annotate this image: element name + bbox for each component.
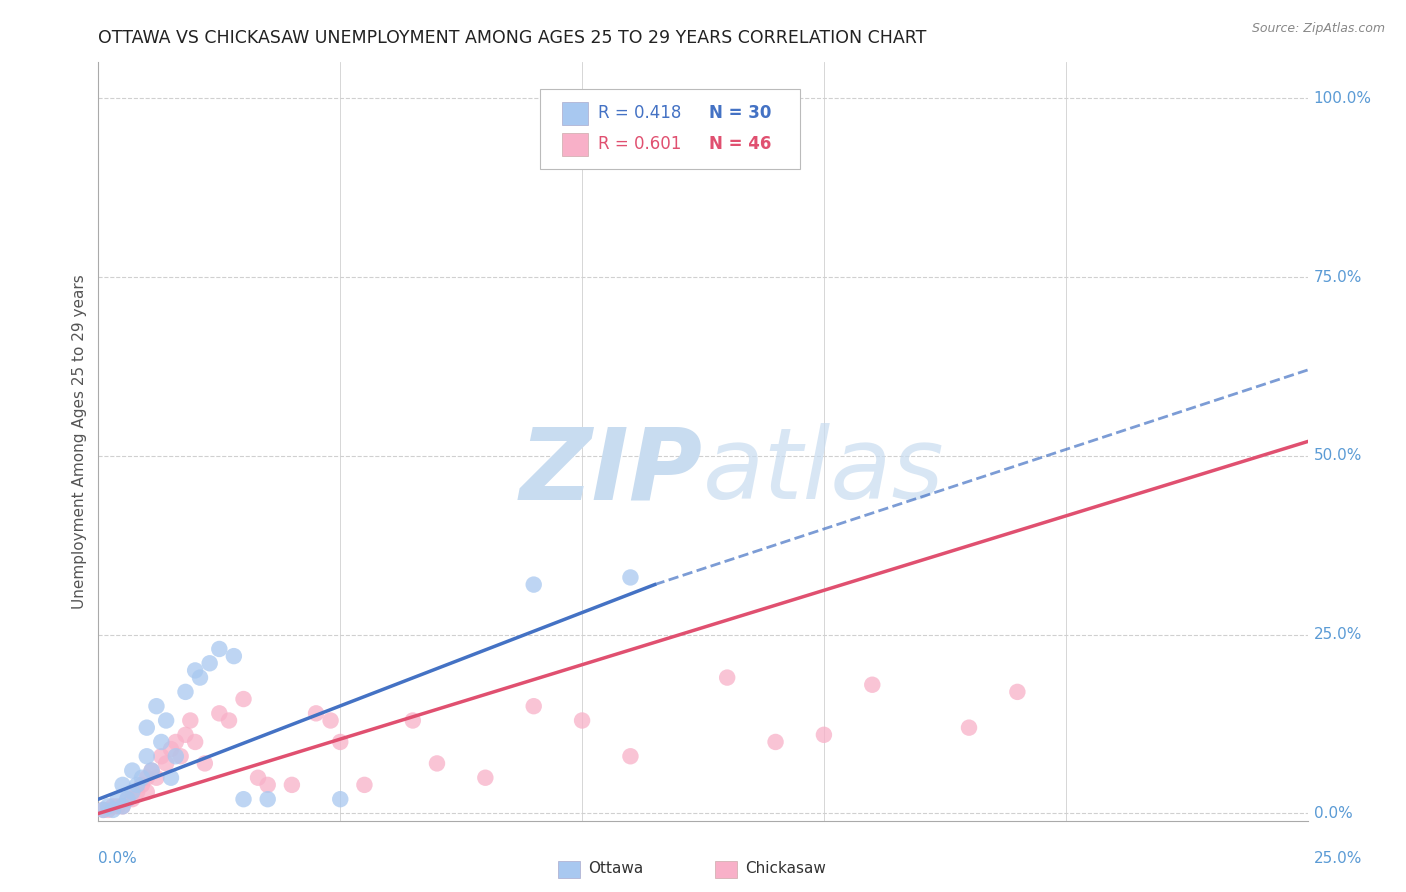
Text: 0.0%: 0.0% xyxy=(98,851,138,866)
Text: 25.0%: 25.0% xyxy=(1313,851,1362,866)
Point xyxy=(155,714,177,728)
Point xyxy=(1007,685,1029,699)
Point xyxy=(218,714,240,728)
Point xyxy=(523,577,546,591)
Text: R = 0.601: R = 0.601 xyxy=(598,136,681,153)
FancyBboxPatch shape xyxy=(558,861,579,878)
Point xyxy=(174,685,197,699)
Point xyxy=(184,664,207,678)
Text: N = 30: N = 30 xyxy=(709,104,772,122)
Point xyxy=(111,799,134,814)
Point xyxy=(619,570,641,584)
Point xyxy=(91,803,114,817)
Point xyxy=(107,792,129,806)
Point xyxy=(135,785,157,799)
Text: Source: ZipAtlas.com: Source: ZipAtlas.com xyxy=(1251,22,1385,36)
Point xyxy=(402,714,425,728)
Point xyxy=(111,778,134,792)
Point xyxy=(329,792,352,806)
Point xyxy=(145,699,167,714)
Point xyxy=(127,785,149,799)
Point xyxy=(165,735,187,749)
Point xyxy=(319,714,342,728)
Point xyxy=(474,771,496,785)
Text: OTTAWA VS CHICKASAW UNEMPLOYMENT AMONG AGES 25 TO 29 YEARS CORRELATION CHART: OTTAWA VS CHICKASAW UNEMPLOYMENT AMONG A… xyxy=(98,29,927,47)
Point xyxy=(97,803,120,817)
Text: 100.0%: 100.0% xyxy=(1313,91,1372,106)
Point xyxy=(117,792,139,806)
Point xyxy=(135,721,157,735)
Text: 0.0%: 0.0% xyxy=(1313,806,1353,821)
FancyBboxPatch shape xyxy=(561,133,588,156)
Point xyxy=(716,671,738,685)
Point xyxy=(141,764,163,778)
Point xyxy=(179,714,201,728)
Point xyxy=(101,799,124,814)
Point xyxy=(160,742,183,756)
Point xyxy=(91,803,114,817)
Text: Ottawa: Ottawa xyxy=(588,861,644,876)
FancyBboxPatch shape xyxy=(716,861,737,878)
FancyBboxPatch shape xyxy=(540,89,800,169)
Point xyxy=(111,799,134,814)
Point xyxy=(150,749,173,764)
Point xyxy=(169,749,191,764)
Point xyxy=(155,756,177,771)
Point xyxy=(957,721,980,735)
Point xyxy=(619,749,641,764)
Point xyxy=(198,657,221,671)
Text: N = 46: N = 46 xyxy=(709,136,772,153)
Point xyxy=(188,671,211,685)
Point xyxy=(305,706,328,721)
Point xyxy=(160,771,183,785)
Point xyxy=(256,778,278,792)
Text: 50.0%: 50.0% xyxy=(1313,449,1362,463)
Y-axis label: Unemployment Among Ages 25 to 29 years: Unemployment Among Ages 25 to 29 years xyxy=(72,274,87,609)
Point xyxy=(208,642,231,657)
Point xyxy=(117,792,139,806)
Point xyxy=(765,735,787,749)
Point xyxy=(184,735,207,749)
Point xyxy=(145,771,167,785)
Point xyxy=(232,692,254,706)
Point xyxy=(121,792,143,806)
Text: ZIP: ZIP xyxy=(520,424,703,520)
Point xyxy=(101,803,124,817)
Point xyxy=(222,649,245,664)
FancyBboxPatch shape xyxy=(561,102,588,125)
Point xyxy=(353,778,375,792)
Point xyxy=(256,792,278,806)
Text: 25.0%: 25.0% xyxy=(1313,627,1362,642)
Point xyxy=(813,728,835,742)
Point xyxy=(97,799,120,814)
Point xyxy=(232,792,254,806)
Point xyxy=(165,749,187,764)
Point xyxy=(208,706,231,721)
Text: Chickasaw: Chickasaw xyxy=(745,861,827,876)
Point xyxy=(329,735,352,749)
Point xyxy=(135,749,157,764)
Text: R = 0.418: R = 0.418 xyxy=(598,104,681,122)
Point xyxy=(107,799,129,814)
Point xyxy=(150,735,173,749)
Point xyxy=(860,678,883,692)
Point xyxy=(131,778,153,792)
Text: 75.0%: 75.0% xyxy=(1313,269,1362,285)
Point xyxy=(135,771,157,785)
Point xyxy=(571,714,593,728)
Point xyxy=(174,728,197,742)
Point xyxy=(281,778,304,792)
Point xyxy=(127,778,149,792)
Point xyxy=(121,785,143,799)
Point xyxy=(426,756,449,771)
Point xyxy=(247,771,270,785)
Point xyxy=(141,764,163,778)
Point xyxy=(523,699,546,714)
Point xyxy=(121,764,143,778)
Text: atlas: atlas xyxy=(703,424,945,520)
Point xyxy=(194,756,217,771)
Point xyxy=(131,771,153,785)
